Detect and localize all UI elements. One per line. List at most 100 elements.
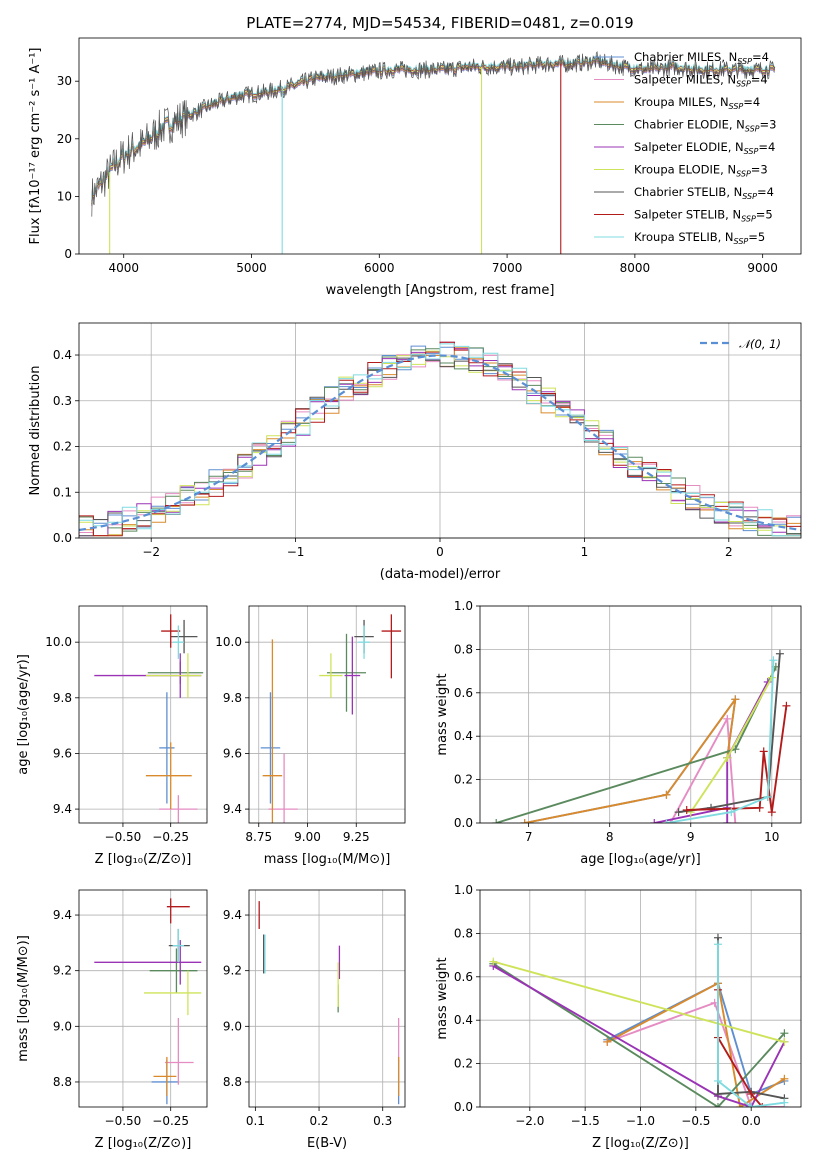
x-tick-label: 0.3 (373, 1114, 392, 1128)
weight-marker (674, 808, 683, 817)
y-tick-label: 9.4 (223, 908, 242, 922)
x-axis-label: wavelength [Angstrom, rest frame] (326, 283, 555, 298)
weight-marker (713, 1103, 722, 1107)
weight-marker (650, 819, 659, 823)
errorbar-point (143, 970, 202, 1016)
panel-z-mass: −0.50 −0.25 8.8 9.0 9.2 9.4 Z [log₁₀(Z/Z⊙)] mas… (16, 889, 208, 1151)
x-tick-label: −2.0 (515, 1114, 544, 1128)
weight-marker (707, 803, 716, 812)
y-tick-label: 9.4 (53, 802, 72, 816)
weight-marker (723, 714, 732, 723)
x-axis-label: E(B-V) (307, 1136, 347, 1151)
panel-z-weight: −2.0 −1.5 −1.0 −0.5 0.0 0.0 0.2 0.4 0.6 0.8 1.0 Z [… (435, 883, 802, 1151)
y-tick-label: 9.6 (223, 746, 242, 760)
legend-entry: Salpeter MILES, NSSP=4 (634, 73, 768, 89)
y-tick-label: 0.2 (454, 1057, 473, 1071)
legend-entry: 𝒩(0, 1) (739, 337, 781, 351)
errorbar-point (159, 692, 175, 804)
axes-frame (78, 37, 802, 255)
plot-area (258, 901, 400, 1105)
y-tick-label: 0 (64, 247, 72, 261)
errorbar-point (145, 742, 192, 810)
plot-area (492, 649, 791, 823)
x-axis-label: age [log₁₀(age/yr)] (580, 852, 701, 867)
panel-residuals: −2 −1 0 1 2 0.0 0.1 0.2 0.3 0.4 (data-model)/error… (28, 322, 802, 582)
x-tick-label: 8000 (620, 261, 651, 275)
errorbar-point (161, 614, 181, 648)
y-tick-label: 9.4 (53, 908, 72, 922)
y-axis-label: Normed distribution (28, 366, 43, 496)
panels: 4000 5000 6000 7000 8000 90000102030wavelengt… (16, 37, 802, 1151)
legend-entry: Kroupa MILES, NSSP=4 (634, 95, 760, 111)
weight-line (493, 960, 785, 1043)
weight-marker (723, 819, 732, 823)
x-axis-label: (data-model)/error (380, 567, 501, 582)
errorbar-point (260, 692, 281, 804)
y-tick-label: 0.2 (454, 773, 473, 787)
x-tick-label: 9.25 (343, 830, 370, 844)
x-tick-label: 0 (436, 545, 444, 559)
x-tick-label: −0.50 (105, 1114, 142, 1128)
axes-frame (78, 605, 208, 824)
panel-age-weight: 7 8 9 10 0.0 0.2 0.4 0.6 0.8 1.0 age [log₁₀(age/yr… (435, 599, 802, 867)
y-tick-label: 8.8 (53, 1075, 72, 1089)
legend-entry: Chabrier STELIB, NSSP=4 (634, 185, 774, 201)
y-axis-label: mass weight (435, 673, 450, 755)
y-tick-label: 1.0 (454, 883, 473, 897)
y-tick-label: 9.0 (53, 1019, 72, 1033)
plot-area (260, 614, 402, 823)
y-axis-label: age [log₁₀(age/yr)] (16, 654, 31, 775)
x-tick-label: 0.0 (742, 1114, 761, 1128)
errorbar-point (172, 625, 185, 659)
x-tick-label: −1 (287, 545, 305, 559)
y-tick-label: 8.8 (223, 1075, 242, 1089)
plot-area (91, 51, 776, 254)
legend: 𝒩(0, 1) (700, 337, 781, 351)
x-tick-label: 1 (581, 545, 589, 559)
plot-area (94, 614, 204, 823)
x-tick-label: 0.2 (309, 1114, 328, 1128)
errorbar-point (268, 753, 298, 823)
plot-area (94, 898, 202, 1105)
y-tick-label: 0.4 (53, 348, 72, 362)
histogram-step (79, 343, 801, 537)
weight-marker (767, 808, 776, 817)
weight-marker (727, 808, 736, 817)
y-tick-label: 9.6 (53, 746, 72, 760)
weight-marker (489, 957, 498, 966)
errorbar-point (149, 948, 198, 993)
x-tick-label: −0.5 (681, 1114, 710, 1128)
weight-line (678, 653, 781, 814)
y-tick-label: 0.4 (454, 1013, 473, 1027)
errorbar-point (381, 614, 402, 679)
x-tick-label: −0.25 (152, 1114, 189, 1128)
plot-area (489, 933, 789, 1107)
axes-frame (78, 889, 208, 1108)
x-tick-label: 4000 (108, 261, 139, 275)
x-tick-label: −1.5 (571, 1114, 600, 1128)
x-axis-label: Z [log₁₀(Z/Z⊙)] (95, 1136, 192, 1151)
legend-entry: Chabrier ELODIE, NSSP=3 (634, 118, 776, 134)
x-tick-label: 10 (764, 830, 779, 844)
legend: Chabrier MILES, NSSP=4 Salpeter MILES, NS… (594, 50, 776, 246)
errorbar-point (172, 928, 185, 963)
weight-line (666, 660, 775, 823)
y-tick-label: 0.6 (454, 686, 473, 700)
y-tick-label: 1.0 (454, 599, 473, 613)
panel-spectrum: 4000 5000 6000 7000 8000 9000 0 10 20 30 wavelengt… (28, 37, 802, 298)
weight-line (606, 1001, 785, 1107)
weight-marker (755, 803, 764, 812)
y-tick-label: 0.6 (454, 970, 473, 984)
legend-entry: Kroupa ELODIE, NSSP=3 (634, 163, 768, 179)
x-tick-label: 2 (725, 545, 733, 559)
weight-marker (780, 1074, 789, 1083)
errorbar-point (319, 653, 343, 698)
y-tick-label: 0.0 (454, 816, 473, 830)
errorbar-point (344, 636, 361, 715)
weight-line (654, 681, 769, 823)
x-axis-label: mass [log₁₀(M/M⊙)] (264, 852, 391, 867)
x-tick-label: 6000 (364, 261, 395, 275)
weight-line (524, 698, 737, 823)
weight-marker (662, 790, 671, 799)
